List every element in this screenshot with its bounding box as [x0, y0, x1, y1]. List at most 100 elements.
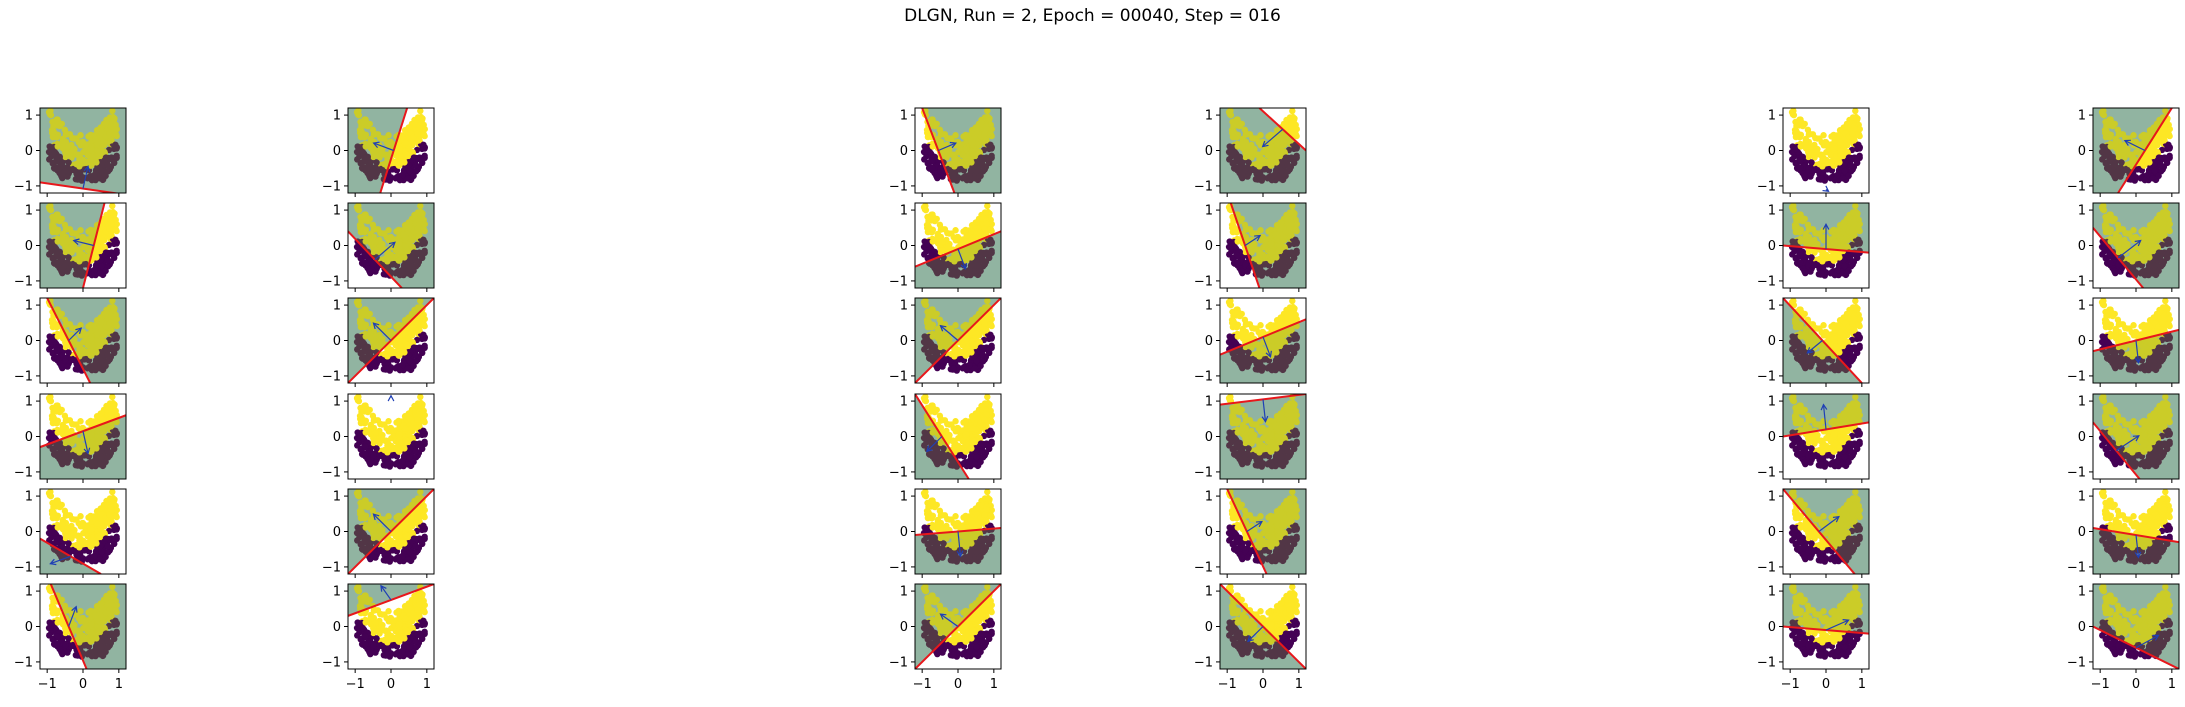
data-point: [385, 132, 392, 139]
data-point: [2163, 157, 2171, 164]
data-point: [1257, 132, 1264, 139]
data-point: [85, 228, 92, 235]
data-point: [1286, 114, 1294, 121]
data-point: [64, 268, 71, 275]
gating-arrow: [938, 142, 957, 152]
data-point: [984, 108, 991, 115]
data-point: [951, 163, 958, 170]
data-point: [1276, 175, 1284, 182]
data-point: [1282, 154, 1290, 161]
data-point: [976, 148, 983, 156]
subplot-r2-c3: −101: [889, 202, 1002, 292]
data-point: [1819, 251, 1826, 258]
data-point: [421, 315, 428, 323]
y-tick-label: 0: [1205, 239, 1213, 254]
data-point: [1286, 130, 1293, 138]
data-point: [1282, 172, 1289, 180]
y-tick-label: 1: [333, 109, 341, 124]
data-point: [94, 139, 101, 146]
data-point: [1808, 254, 1815, 261]
data-point: [1238, 172, 1245, 180]
data-point: [378, 148, 385, 155]
data-point: [96, 270, 104, 277]
data-point: [366, 267, 373, 275]
data-point: [385, 140, 392, 148]
data-point: [2106, 251, 2114, 259]
data-point: [1230, 223, 1237, 230]
figure-title: DLGN, Run = 2, Epoch = 00040, Step = 016: [904, 6, 1281, 26]
data-point: [75, 270, 82, 277]
data-point: [957, 236, 965, 243]
data-point: [395, 162, 403, 169]
y-tick-label: 1: [25, 204, 33, 219]
data-point: [410, 362, 417, 370]
data-point: [372, 173, 379, 180]
data-points: [353, 108, 428, 184]
data-point: [939, 173, 946, 180]
data-point: [358, 128, 365, 135]
data-point: [1830, 145, 1838, 152]
data-point: [403, 151, 411, 159]
data-point: [971, 175, 979, 182]
data-point: [49, 228, 57, 236]
data-point: [1818, 175, 1825, 182]
subplot-r2-c2: −101: [322, 202, 435, 292]
data-point: [1244, 173, 1251, 180]
region-overlay: [40, 108, 126, 193]
data-point: [1244, 143, 1251, 150]
data-point: [1793, 128, 1800, 135]
y-tick-label: 0: [333, 334, 341, 349]
data-point: [1831, 271, 1839, 279]
data-point: [77, 140, 84, 148]
data-point: [981, 130, 988, 138]
data-point: [113, 125, 120, 133]
data-point: [1805, 260, 1812, 268]
data-point: [95, 151, 103, 159]
data-point: [1264, 152, 1272, 159]
data-points: [1788, 108, 1863, 184]
data-point: [354, 111, 362, 118]
data-point: [1845, 154, 1853, 161]
data-point: [1242, 260, 1249, 268]
arrow-head: [949, 141, 958, 149]
data-point: [1273, 159, 1280, 166]
data-point: [384, 353, 391, 360]
subplot-r2-c6: −101: [2067, 202, 2180, 292]
data-point: [412, 351, 419, 359]
data-point: [112, 226, 120, 233]
data-point: [82, 236, 90, 243]
gating-arrow: [1262, 128, 1284, 148]
subplot-r2-c5: −101: [1757, 202, 1870, 292]
data-point: [1233, 156, 1241, 164]
data-point: [107, 125, 115, 132]
data-point: [1819, 258, 1826, 265]
subplot-r1-c4: −101: [1194, 107, 1307, 197]
data-point: [963, 176, 971, 184]
data-point: [418, 347, 426, 354]
data-point: [98, 167, 106, 175]
data-point: [982, 125, 990, 132]
y-tick-label: 0: [25, 144, 33, 159]
data-point: [1242, 165, 1249, 173]
data-point: [1247, 167, 1254, 174]
y-tick-label: −1: [889, 179, 908, 194]
y-tick-label: 0: [1205, 144, 1213, 159]
data-point: [950, 175, 957, 182]
data-point: [409, 148, 416, 156]
y-tick-label: 1: [25, 299, 33, 314]
data-point: [420, 141, 427, 148]
data-point: [2165, 131, 2173, 138]
data-point: [929, 164, 936, 172]
data-point: [2162, 108, 2169, 115]
data-point: [91, 171, 98, 179]
y-tick-label: 1: [25, 109, 33, 124]
data-point: [1796, 251, 1804, 259]
y-tick-label: 1: [333, 204, 341, 219]
data-point: [53, 156, 61, 164]
data-point: [1839, 175, 1847, 182]
data-point: [409, 338, 416, 346]
data-point: [929, 143, 936, 150]
data-point: [65, 349, 72, 356]
data-point: [981, 209, 989, 216]
data-point: [58, 172, 65, 180]
